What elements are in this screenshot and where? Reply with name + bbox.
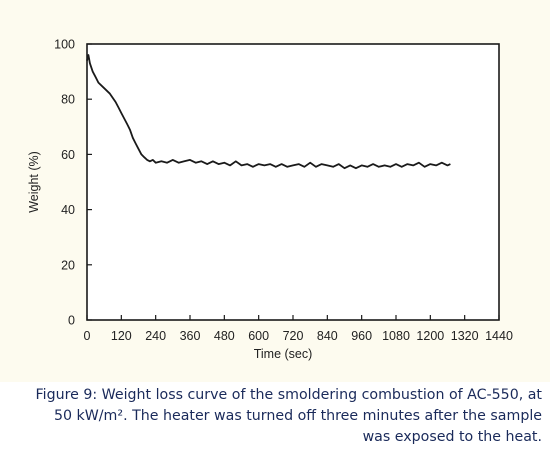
figure-caption: Figure 9: Weight loss curve of the smold… [22,385,542,448]
x-tick-label: 1080 [382,329,410,343]
y-tick-label: 80 [61,93,75,107]
x-axis-label: Time (sec) [254,347,313,361]
weight-series-line [86,54,451,170]
y-tick-label: 20 [61,258,75,272]
x-tick-label: 840 [317,329,338,343]
y-axis-ticks: 0 20 40 60 80 100 [54,38,92,328]
x-tick-label: 120 [111,329,132,343]
x-tick-label: 1200 [416,329,444,343]
x-tick-label: 960 [351,329,372,343]
weight-loss-chart: 0 20 40 60 80 100 0 120 240 360 480 600 720 840 960 10… [27,38,513,362]
caption-line-3: was exposed to the heat. [362,429,542,445]
y-axis-label: Weight (%) [27,151,41,213]
x-tick-label: 360 [180,329,201,343]
y-tick-label: 40 [61,203,75,217]
caption-line-1: Figure 9: Weight loss curve of the smold… [35,387,542,403]
x-tick-label: 720 [283,329,304,343]
x-tick-label: 600 [248,329,269,343]
x-tick-label: 1440 [485,329,513,343]
x-tick-label: 240 [145,329,166,343]
y-tick-label: 0 [68,314,75,328]
x-tick-label: 0 [84,329,91,343]
caption-line-2: 50 kW/m². The heater was turned off thre… [53,408,542,424]
plot-frame [86,43,500,321]
x-tick-label: 480 [214,329,235,343]
x-axis-ticks: 0 120 240 360 480 600 720 840 960 1080 1200 1320 144… [84,315,513,343]
figure-panel: 0 20 40 60 80 100 0 120 240 360 480 600 720 840 960 10… [0,0,550,382]
y-tick-label: 60 [61,148,75,162]
y-tick-label: 100 [54,38,75,52]
x-tick-label: 1320 [451,329,479,343]
